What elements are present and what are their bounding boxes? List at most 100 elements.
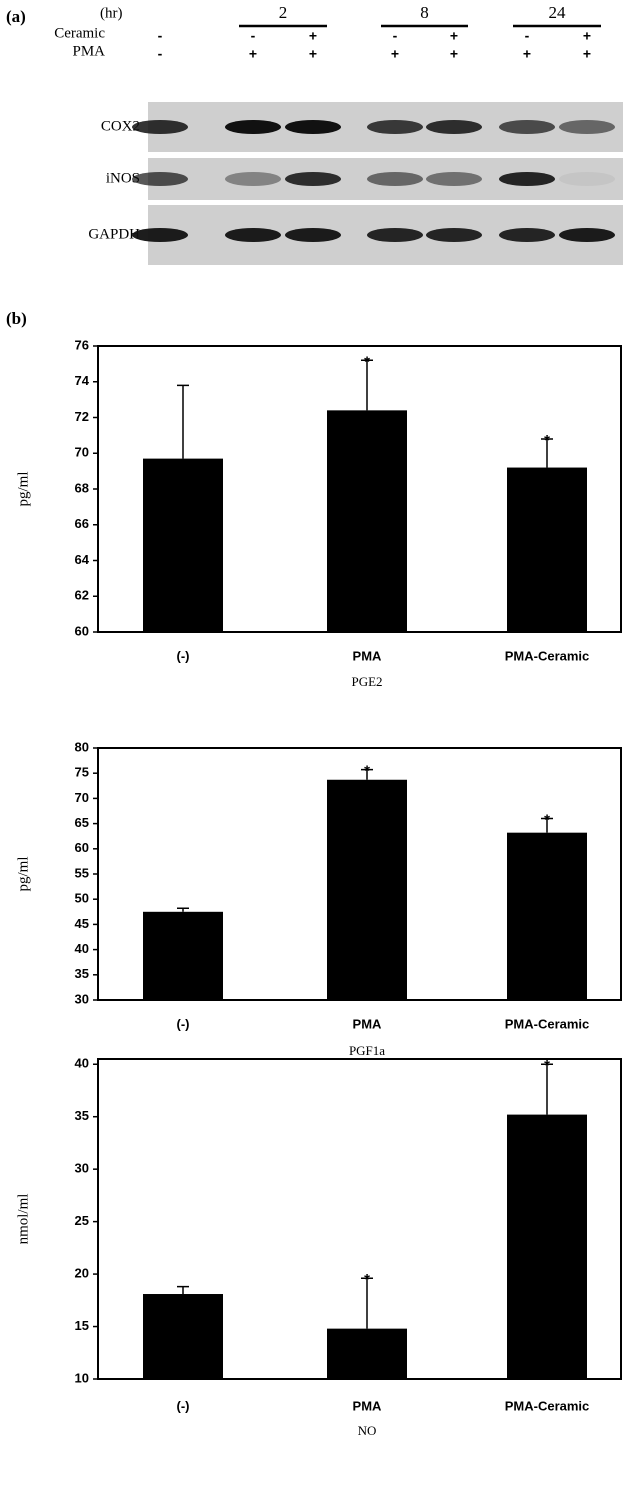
y-tick-label: 62 (75, 588, 89, 603)
band (132, 120, 188, 134)
bar (143, 1294, 223, 1379)
lane-sign: + (249, 46, 257, 62)
y-tick-label: 55 (75, 865, 89, 880)
hr-label: (hr) (100, 5, 123, 21)
lane-sign: + (309, 28, 317, 44)
error-bar (177, 385, 189, 458)
x-tick-label: PMA-Ceramic (505, 648, 590, 663)
band (225, 172, 281, 186)
band (367, 228, 423, 242)
significance-mark: * (364, 1271, 370, 1288)
y-tick-label: 76 (75, 337, 89, 352)
x-axis-title: NO (358, 1423, 377, 1438)
time-label: 2 (279, 3, 288, 22)
x-tick-label: (-) (177, 1398, 190, 1413)
band (499, 172, 555, 186)
band (225, 228, 281, 242)
bar (327, 410, 407, 632)
y-tick-label: 80 (75, 739, 89, 754)
y-tick-label: 40 (75, 941, 89, 956)
y-tick-label: 65 (75, 815, 89, 830)
lane-sign: - (251, 28, 256, 44)
lane-sign: + (583, 46, 591, 62)
x-tick-label: PMA (353, 648, 383, 663)
lane-sign: + (523, 46, 531, 62)
band (426, 172, 482, 186)
lane-sign: - (393, 28, 398, 44)
y-tick-label: 75 (75, 765, 89, 780)
band (426, 228, 482, 242)
band (132, 172, 188, 186)
y-tick-label: 50 (75, 891, 89, 906)
error-bar (177, 1287, 189, 1294)
bar (327, 1329, 407, 1379)
lane-sign: - (158, 46, 163, 62)
bar (143, 459, 223, 632)
band (285, 172, 341, 186)
y-tick-label: 30 (75, 1161, 89, 1176)
y-tick-label: 35 (75, 1108, 89, 1123)
row-label: PMA (72, 43, 105, 59)
band (285, 120, 341, 134)
y-axis-label: nmol/ml (15, 1194, 31, 1245)
band (559, 120, 615, 134)
x-tick-label: PMA (353, 1016, 383, 1031)
lane-sign: - (525, 28, 530, 44)
band (367, 120, 423, 134)
error-bar (177, 908, 189, 912)
lane-sign: - (158, 28, 163, 44)
y-tick-label: 20 (75, 1266, 89, 1281)
y-tick-label: 70 (75, 445, 89, 460)
band (499, 228, 555, 242)
y-tick-label: 70 (75, 790, 89, 805)
bar (507, 468, 587, 632)
band (367, 172, 423, 186)
lane-sign: + (309, 46, 317, 62)
y-tick-label: 10 (75, 1370, 89, 1385)
x-axis-title: PGF1a (349, 1043, 385, 1058)
lane-sign: + (450, 28, 458, 44)
bar (507, 833, 587, 1000)
significance-mark: * (364, 763, 370, 780)
y-tick-label: 25 (75, 1213, 89, 1228)
x-tick-label: (-) (177, 648, 190, 663)
row-label: Ceramic (54, 25, 105, 41)
bar (327, 780, 407, 1000)
bar (143, 912, 223, 1000)
y-tick-label: 30 (75, 991, 89, 1006)
band (499, 120, 555, 134)
y-axis-label: pg/ml (15, 471, 31, 506)
y-tick-label: 66 (75, 516, 89, 531)
y-tick-label: 72 (75, 409, 89, 424)
y-tick-label: 68 (75, 480, 89, 495)
x-tick-label: (-) (177, 1016, 190, 1031)
time-label: 8 (420, 3, 429, 22)
band (426, 120, 482, 134)
page: (a) (hr) Ceramic PMA (b) 2824---+++-+++-… (0, 0, 623, 1497)
band (559, 172, 615, 186)
x-tick-label: PMA (353, 1398, 383, 1413)
significance-mark: * (544, 1057, 550, 1074)
lane-sign: + (450, 46, 458, 62)
band (559, 228, 615, 242)
panel-label: (b) (6, 309, 27, 328)
figure: (a) (hr) Ceramic PMA (b) 2824---+++-+++-… (0, 0, 623, 1497)
significance-mark: * (364, 353, 370, 370)
band (132, 228, 188, 242)
y-tick-label: 45 (75, 916, 89, 931)
y-tick-label: 35 (75, 966, 89, 981)
significance-mark: * (544, 812, 550, 829)
x-axis-title: PGE2 (351, 674, 382, 689)
lane-sign: + (583, 28, 591, 44)
y-axis-label: pg/ml (15, 856, 31, 891)
y-tick-label: 60 (75, 840, 89, 855)
bar (507, 1115, 587, 1379)
lane-sign: + (391, 46, 399, 62)
y-tick-label: 15 (75, 1318, 89, 1333)
y-tick-label: 40 (75, 1056, 89, 1071)
x-tick-label: PMA-Ceramic (505, 1398, 590, 1413)
band (225, 120, 281, 134)
y-tick-label: 64 (75, 552, 90, 567)
y-tick-label: 60 (75, 623, 89, 638)
panel-label: (a) (6, 7, 26, 26)
